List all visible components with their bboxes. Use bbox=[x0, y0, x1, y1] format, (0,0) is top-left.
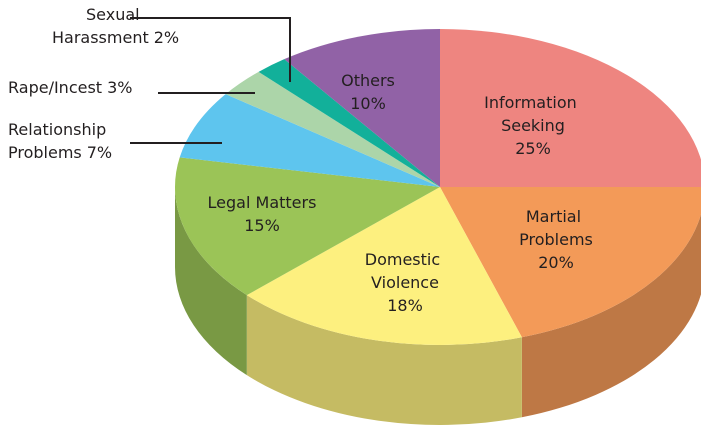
category-label: Domestic Violence bbox=[365, 250, 445, 292]
slice bbox=[284, 29, 440, 187]
value-label: 2% bbox=[154, 28, 179, 47]
value-label: 18% bbox=[387, 296, 423, 315]
category-label: Martial Problems bbox=[519, 207, 593, 249]
slice-side bbox=[175, 187, 247, 376]
slice bbox=[440, 29, 701, 187]
slice bbox=[440, 187, 701, 338]
value-label: 15% bbox=[244, 216, 280, 235]
slice-side bbox=[246, 295, 522, 425]
value-label: 25% bbox=[515, 139, 551, 158]
category-label: Information Seeking bbox=[484, 93, 582, 135]
slice bbox=[225, 71, 440, 187]
leader-line bbox=[130, 17, 291, 82]
value-label: 10% bbox=[350, 94, 386, 113]
slice bbox=[179, 94, 440, 187]
slice bbox=[258, 59, 440, 187]
category-label: Legal Matters bbox=[208, 193, 317, 212]
slice-side bbox=[521, 214, 701, 418]
category-label: Relationship Problems bbox=[8, 120, 111, 162]
value-label: 7% bbox=[87, 143, 112, 162]
category-label: Sexual Harassment bbox=[52, 5, 149, 47]
category-label: Others bbox=[341, 71, 395, 90]
category-label: Rape/Incest bbox=[8, 78, 102, 97]
slice bbox=[246, 187, 522, 345]
slice bbox=[175, 157, 440, 296]
value-label: 3% bbox=[107, 78, 132, 97]
value-label: 20% bbox=[538, 253, 574, 272]
